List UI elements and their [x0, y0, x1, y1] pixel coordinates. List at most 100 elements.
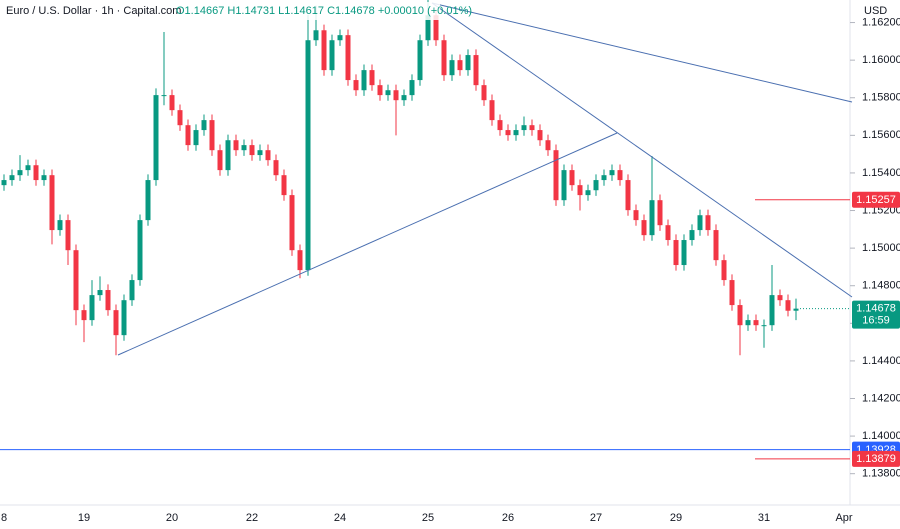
candle-body	[777, 295, 783, 301]
candle-body	[785, 300, 791, 311]
candle-body	[113, 310, 119, 336]
candle-body	[721, 260, 727, 281]
candle-body	[521, 125, 527, 131]
candle-body	[513, 130, 519, 136]
trendline	[431, 2, 853, 298]
y-tick-label: 1.14200	[862, 392, 900, 404]
last-price-label: 1.14678	[856, 303, 896, 315]
candle-body	[449, 60, 455, 76]
candle-body	[753, 320, 759, 326]
candle-body	[25, 165, 31, 171]
candle-body	[241, 145, 247, 151]
candle-body	[481, 85, 487, 101]
y-tick-label: 1.14400	[862, 355, 900, 367]
candles	[1, 0, 799, 356]
candle-body	[17, 170, 23, 176]
x-tick-label: 24	[334, 512, 346, 524]
candle-body	[497, 120, 503, 131]
candle-body	[401, 95, 407, 101]
candle-body	[769, 295, 775, 326]
y-tick-label: 1.16200	[862, 16, 900, 28]
candle-body	[505, 130, 511, 136]
countdown-label: 16:59	[862, 315, 890, 327]
candle-body	[153, 95, 159, 181]
candle-body	[713, 230, 719, 261]
candle-body	[745, 320, 751, 326]
candle-body	[465, 55, 471, 71]
candle-body	[129, 280, 135, 301]
candle-body	[385, 90, 391, 96]
candle-body	[185, 125, 191, 146]
candle-body	[273, 160, 279, 176]
price-badge-label: 1.13879	[856, 453, 896, 465]
candle-body	[249, 145, 255, 156]
candle-body	[289, 195, 295, 251]
candle-body	[97, 290, 103, 296]
x-tick-label: 19	[78, 512, 90, 524]
x-tick-label: 8	[1, 512, 7, 524]
y-tick-label: 1.14800	[862, 280, 900, 292]
candle-body	[545, 140, 551, 151]
candle-body	[473, 55, 479, 86]
candle-body	[425, 15, 431, 41]
candle-body	[609, 170, 615, 176]
x-tick-label: 29	[670, 512, 682, 524]
y-tick-label: 1.13800	[862, 468, 900, 480]
candle-body	[81, 310, 87, 321]
x-tick-label: 27	[590, 512, 602, 524]
candle-body	[137, 220, 143, 281]
candle-body	[9, 175, 15, 181]
candle-body	[649, 200, 655, 236]
y-tick-label: 1.15000	[862, 242, 900, 254]
candle-body	[233, 140, 239, 151]
candle-body	[121, 300, 127, 336]
last-price-badge	[852, 300, 900, 329]
candle-body	[689, 230, 695, 241]
candle-body	[433, 15, 439, 41]
price-badge-label: 1.15257	[856, 194, 896, 206]
candle-body	[193, 130, 199, 146]
candle-body	[705, 215, 711, 231]
candle-body	[161, 95, 167, 97]
candle-body	[89, 295, 95, 321]
x-tick-label: 20	[166, 512, 178, 524]
candle-body	[697, 215, 703, 231]
candle-body	[657, 200, 663, 226]
candle-body	[297, 250, 303, 271]
candle-body	[529, 125, 535, 131]
candle-body	[593, 180, 599, 191]
candle-body	[673, 240, 679, 266]
candle-body	[105, 290, 111, 311]
candle-body	[681, 240, 687, 266]
y-tick-label: 1.15800	[862, 92, 900, 104]
candle-body	[169, 95, 175, 111]
candle-body	[225, 140, 231, 171]
candle-body	[305, 40, 311, 271]
candle-body	[369, 70, 375, 86]
y-tick-label: 1.15400	[862, 167, 900, 179]
candle-body	[729, 280, 735, 306]
chart-title: Euro / U.S. Dollar · 1h · Capital.com	[6, 5, 181, 17]
x-tick-label: 31	[758, 512, 770, 524]
candle-body	[585, 190, 591, 196]
candle-body	[73, 250, 79, 311]
candle-body	[145, 180, 151, 221]
price-badge	[852, 450, 900, 467]
candle-body	[577, 185, 583, 196]
candle-body	[409, 80, 415, 96]
candle-body	[793, 308, 799, 311]
candle-body	[265, 150, 271, 161]
y-tick-label: 1.14000	[862, 430, 900, 442]
price-badge	[852, 191, 900, 208]
candle-body	[761, 325, 767, 327]
y-axis-label: USD	[864, 5, 887, 17]
candle-body	[457, 60, 463, 71]
candle-body	[65, 220, 71, 251]
candle-body	[441, 40, 447, 76]
candle-body	[41, 175, 47, 181]
x-tick-label: 22	[246, 512, 258, 524]
candle-body	[665, 225, 671, 241]
